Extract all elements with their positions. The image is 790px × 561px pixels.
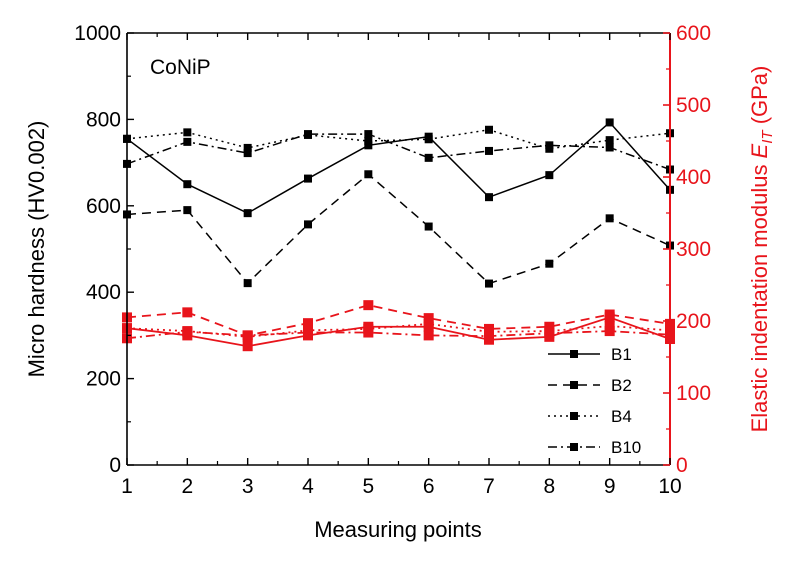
x-tick-label-4: 4: [302, 475, 314, 498]
y2-tick-label-100: 100: [676, 382, 711, 405]
legend-marker-b2: [570, 381, 578, 389]
data-point-hardness-b10-7: [485, 146, 493, 155]
data-point-modulus-b10-3: [242, 330, 253, 341]
legend-label-b2: B2: [611, 376, 632, 395]
data-point-hardness-b1-5: [364, 141, 373, 150]
data-point-hardness-b10-6: [424, 153, 433, 162]
data-point-hardness-b4-7: [485, 125, 493, 134]
y2-axis-label-subscript: IT: [759, 129, 776, 144]
data-point-hardness-b1-7: [485, 193, 493, 202]
data-point-hardness-b1-2: [183, 180, 192, 189]
series-line-modulus-b10: [126, 330, 671, 340]
data-point-modulus-b2-9: [604, 309, 615, 320]
x-axis-label: Measuring points: [314, 517, 482, 542]
data-point-modulus-b10-4: [303, 327, 313, 338]
data-point-hardness-b2-3: [243, 279, 252, 288]
data-point-modulus-b10-8: [544, 328, 555, 339]
data-point-hardness-b4-9: [605, 136, 614, 145]
data-point-modulus-b10-2: [182, 326, 193, 337]
data-point-modulus-b4-9: [604, 321, 615, 332]
y-tick-label-200: 200: [86, 368, 121, 391]
data-point-modulus-b10-7: [484, 331, 494, 342]
data-point-hardness-b2-6: [424, 222, 433, 231]
legend-marker-b4: [570, 412, 578, 420]
data-point-modulus-b10-5: [363, 327, 374, 338]
data-point-modulus-b10-9: [604, 326, 615, 337]
y2-tick-label-200: 200: [676, 310, 711, 333]
y-tick-label-1000: 1000: [74, 22, 121, 45]
data-point-modulus-b2-6: [423, 313, 434, 324]
x-tick-label-9: 9: [604, 475, 616, 498]
y2-axis-label-symbol: E: [747, 143, 772, 158]
data-point-hardness-b4-2: [183, 128, 192, 137]
data-point-hardness-b2-8: [545, 259, 554, 268]
data-point-hardness-b4-3: [243, 143, 252, 152]
series-line-hardness-b2: [126, 173, 671, 285]
data-point-modulus-b2-4: [303, 318, 313, 329]
data-point-hardness-b4-6: [424, 135, 433, 144]
legend-label-b4: B4: [611, 407, 632, 426]
x-tick-label-8: 8: [543, 475, 555, 498]
y2-axis-label: Elastic indentation modulus EIT (GPa): [747, 66, 776, 433]
y-axis-label: Micro hardness (HV0.002): [24, 121, 49, 378]
y2-tick-label-600: 600: [676, 22, 711, 45]
data-point-modulus-b1-3: [242, 341, 253, 352]
x-tick-label-3: 3: [242, 475, 254, 498]
data-point-hardness-b4-5: [364, 137, 373, 145]
series-line-modulus-b2: [126, 304, 671, 337]
series-layer: [122, 118, 675, 352]
y-tick-label-0: 0: [109, 454, 121, 477]
y2-tick-label-500: 500: [676, 94, 711, 117]
data-point-hardness-b2-2: [183, 206, 192, 215]
series-line-hardness-b10: [126, 133, 671, 171]
x-tick-label-1: 1: [121, 475, 133, 498]
data-point-hardness-b10-4: [304, 130, 312, 139]
data-point-hardness-b10-3: [243, 149, 252, 158]
data-point-hardness-b10-8: [545, 141, 554, 150]
x-tick-label-2: 2: [181, 475, 193, 498]
series-line-modulus-b1: [126, 316, 671, 348]
x-tick-label-7: 7: [483, 475, 495, 498]
data-point-modulus-b10-6: [423, 330, 434, 341]
plot-frame: [126, 32, 671, 466]
y2-tick-label-400: 400: [676, 166, 711, 189]
data-point-modulus-b2-5: [363, 300, 374, 311]
chart-annotation: CoNiP: [150, 56, 211, 79]
data-point-hardness-b10-2: [183, 137, 192, 146]
series-line-hardness-b1: [126, 121, 671, 214]
data-point-hardness-b1-3: [243, 209, 252, 218]
legend: B1 B2 B4 B10: [548, 345, 641, 457]
series-line-hardness-b4: [126, 128, 671, 150]
y2-tick-label-0: 0: [676, 454, 688, 477]
x-tick-label-6: 6: [423, 475, 435, 498]
data-point-hardness-b2-9: [605, 214, 614, 223]
data-point-hardness-b1-9: [605, 118, 614, 127]
data-point-hardness-b1-8: [545, 171, 554, 180]
legend-marker-b10: [570, 443, 578, 451]
y-tick-label-800: 800: [86, 108, 121, 131]
legend-marker-b1: [570, 350, 578, 358]
y-tick-label-400: 400: [86, 281, 121, 304]
y2-axis-label-unit: (GPa): [747, 66, 772, 131]
data-point-hardness-b2-4: [304, 220, 312, 229]
legend-label-b10: B10: [611, 438, 641, 457]
y2-tick-label-300: 300: [676, 238, 711, 261]
y2-axis-label-main: Elastic indentation modulus: [747, 158, 772, 432]
legend-label-b1: B1: [611, 345, 632, 364]
data-point-hardness-b10-5: [364, 130, 373, 139]
data-point-hardness-b2-5: [364, 170, 373, 179]
tick-layer: 1 2 3 4 5 6 7 8 9 1002004006008001000010020030040…: [74, 22, 711, 498]
data-point-modulus-b4-6: [423, 318, 434, 329]
y-tick-label-600: 600: [86, 195, 121, 218]
data-point-hardness-b2-7: [485, 279, 493, 288]
data-point-modulus-b2-2: [182, 307, 193, 318]
x-tick-label-10: 10: [658, 475, 681, 498]
x-tick-label-5: 5: [362, 475, 374, 498]
series-line-modulus-b4: [126, 322, 671, 338]
data-point-hardness-b10-9: [605, 143, 614, 152]
data-point-hardness-b1-4: [304, 174, 312, 183]
